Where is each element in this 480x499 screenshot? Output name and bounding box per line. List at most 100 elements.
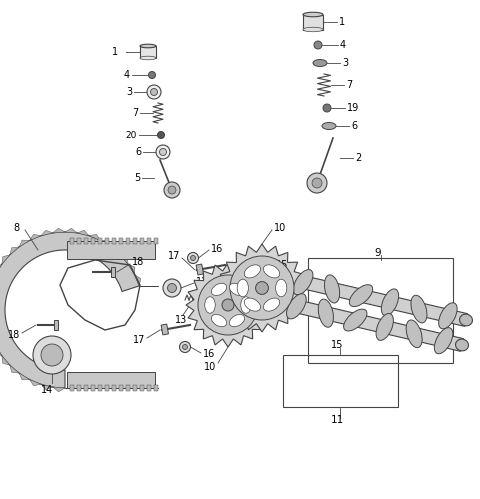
Ellipse shape: [229, 314, 245, 327]
Text: 20: 20: [126, 131, 137, 140]
Bar: [303, 14, 323, 29]
Text: 1: 1: [112, 47, 118, 57]
Ellipse shape: [313, 59, 327, 66]
Polygon shape: [65, 228, 77, 233]
Ellipse shape: [376, 313, 394, 340]
Text: 11: 11: [330, 415, 344, 425]
Circle shape: [180, 341, 191, 352]
Polygon shape: [77, 230, 89, 236]
Circle shape: [312, 178, 322, 188]
Bar: [84, 238, 88, 244]
Bar: [91, 238, 95, 244]
Bar: [308, 258, 453, 363]
Circle shape: [222, 299, 234, 311]
Polygon shape: [53, 387, 65, 392]
Bar: [140, 385, 144, 391]
Ellipse shape: [241, 297, 251, 313]
Bar: [133, 385, 137, 391]
Polygon shape: [41, 230, 53, 236]
Text: 10: 10: [274, 223, 286, 233]
Circle shape: [314, 41, 322, 49]
Bar: [147, 238, 151, 244]
Polygon shape: [0, 345, 2, 356]
Polygon shape: [10, 365, 19, 373]
Polygon shape: [19, 240, 30, 247]
Bar: [112, 238, 116, 244]
Bar: [147, 385, 151, 391]
Circle shape: [188, 252, 199, 263]
Polygon shape: [2, 255, 10, 264]
Polygon shape: [218, 244, 306, 332]
Ellipse shape: [303, 27, 323, 32]
Text: 15: 15: [276, 260, 288, 270]
Text: 6: 6: [351, 121, 357, 131]
Circle shape: [164, 182, 180, 198]
Ellipse shape: [140, 56, 156, 60]
Text: 7: 7: [346, 80, 352, 90]
Text: 16: 16: [203, 349, 215, 359]
Circle shape: [41, 344, 63, 366]
Bar: [84, 385, 88, 391]
Polygon shape: [67, 372, 155, 388]
Circle shape: [156, 145, 170, 159]
Text: 6: 6: [135, 147, 141, 157]
Text: 4: 4: [340, 40, 346, 50]
Polygon shape: [67, 241, 155, 259]
Polygon shape: [276, 296, 464, 351]
Bar: [119, 238, 123, 244]
Text: 7: 7: [132, 108, 138, 118]
Circle shape: [159, 149, 167, 156]
Ellipse shape: [324, 275, 340, 303]
Polygon shape: [19, 373, 30, 380]
Bar: [119, 385, 123, 391]
Text: 3: 3: [342, 58, 348, 68]
Circle shape: [148, 71, 156, 78]
Polygon shape: [0, 264, 2, 274]
Ellipse shape: [349, 285, 372, 306]
Ellipse shape: [244, 298, 261, 311]
Circle shape: [191, 255, 195, 260]
Polygon shape: [54, 320, 58, 330]
Circle shape: [33, 336, 71, 374]
Circle shape: [255, 281, 268, 294]
Bar: [98, 238, 102, 244]
Ellipse shape: [406, 320, 422, 348]
Bar: [91, 385, 95, 391]
Text: 17: 17: [132, 335, 145, 345]
Bar: [112, 385, 116, 391]
Bar: [126, 385, 130, 391]
Polygon shape: [196, 264, 204, 275]
Text: 18: 18: [8, 330, 20, 340]
Polygon shape: [89, 234, 100, 241]
Ellipse shape: [344, 309, 367, 331]
Polygon shape: [2, 356, 10, 365]
Circle shape: [157, 132, 165, 139]
Ellipse shape: [459, 314, 472, 326]
Ellipse shape: [211, 283, 227, 295]
Polygon shape: [10, 247, 19, 255]
Ellipse shape: [211, 314, 227, 327]
Polygon shape: [161, 324, 168, 335]
Text: 14: 14: [41, 385, 53, 395]
Bar: [283, 355, 398, 407]
Text: 3: 3: [126, 87, 132, 97]
Polygon shape: [111, 247, 120, 255]
Text: 8: 8: [14, 223, 20, 233]
Ellipse shape: [322, 122, 336, 130]
Bar: [126, 238, 130, 244]
Ellipse shape: [140, 44, 156, 48]
Ellipse shape: [411, 295, 427, 323]
Bar: [70, 385, 74, 391]
Polygon shape: [53, 228, 65, 233]
Ellipse shape: [264, 298, 280, 311]
Text: 2: 2: [355, 153, 361, 163]
Ellipse shape: [205, 297, 215, 313]
Text: 16: 16: [211, 244, 223, 254]
Circle shape: [307, 173, 327, 193]
Circle shape: [168, 283, 177, 292]
Bar: [140, 238, 144, 244]
Ellipse shape: [439, 303, 457, 329]
Ellipse shape: [434, 328, 453, 354]
Text: 12: 12: [196, 277, 208, 287]
Ellipse shape: [264, 265, 280, 278]
